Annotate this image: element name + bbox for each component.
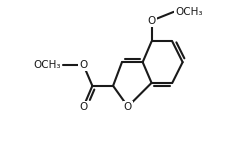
Text: O: O xyxy=(147,16,156,26)
Text: O: O xyxy=(79,102,88,112)
Text: O: O xyxy=(124,102,132,112)
Text: OCH₃: OCH₃ xyxy=(175,7,203,17)
Text: OCH₃: OCH₃ xyxy=(34,60,61,70)
Text: O: O xyxy=(79,60,88,70)
